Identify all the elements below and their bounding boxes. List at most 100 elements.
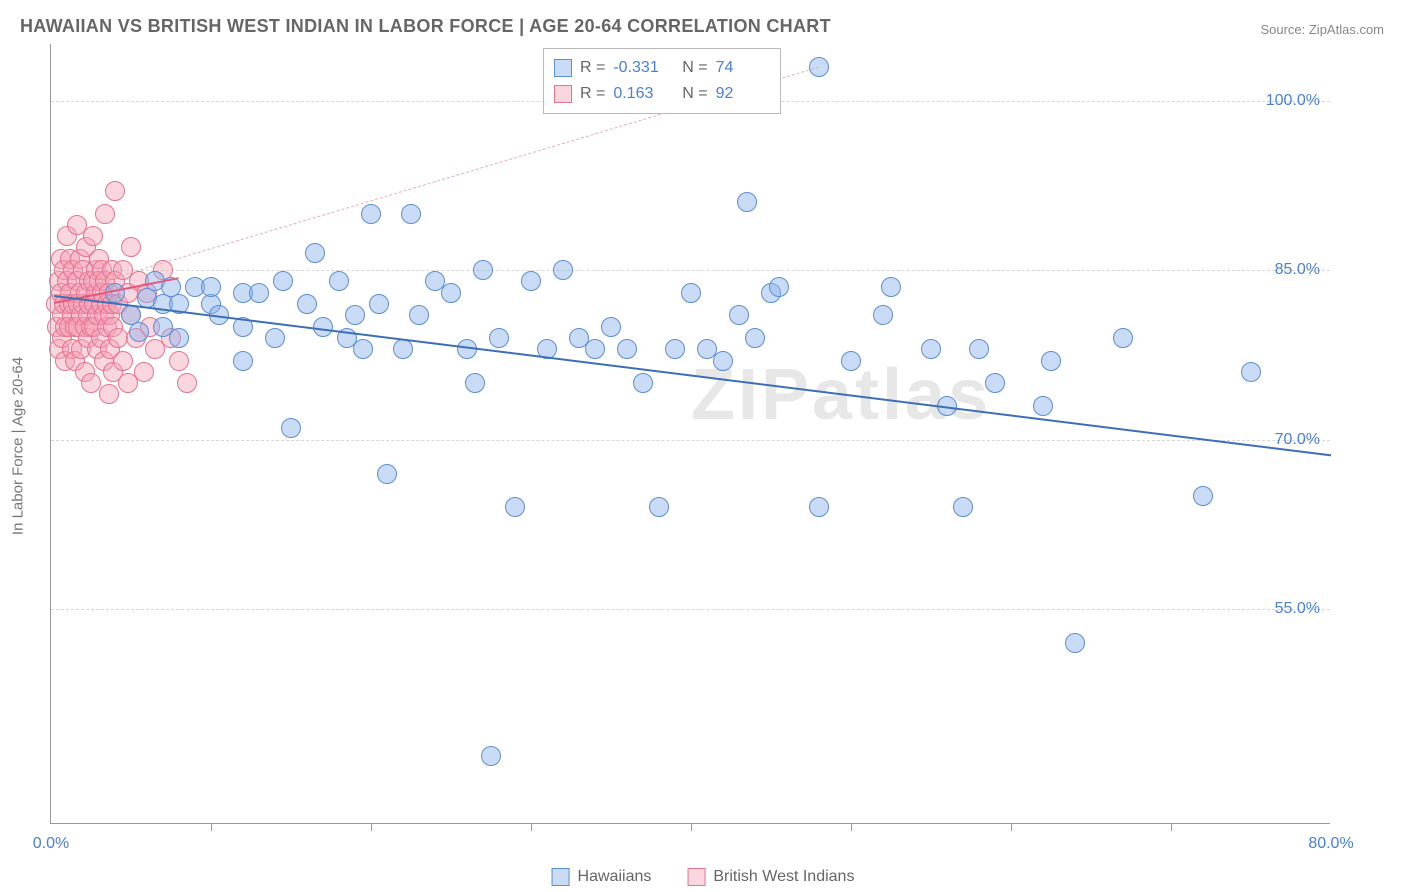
dot-bwi bbox=[83, 226, 103, 246]
dot-bwi bbox=[81, 373, 101, 393]
dot-hawaiians bbox=[129, 322, 149, 342]
stats-r-value: -0.331 bbox=[613, 59, 665, 77]
dot-hawaiians bbox=[313, 317, 333, 337]
xtick-label: 80.0% bbox=[1308, 835, 1353, 853]
dot-hawaiians bbox=[617, 339, 637, 359]
dot-bwi bbox=[105, 181, 125, 201]
dot-hawaiians bbox=[729, 305, 749, 325]
dot-hawaiians bbox=[601, 317, 621, 337]
dot-hawaiians bbox=[201, 277, 221, 297]
xtick bbox=[851, 823, 852, 831]
dot-hawaiians bbox=[665, 339, 685, 359]
swatch-bwi bbox=[687, 868, 705, 886]
dot-hawaiians bbox=[361, 204, 381, 224]
dot-hawaiians bbox=[521, 271, 541, 291]
dot-hawaiians bbox=[489, 328, 509, 348]
dot-hawaiians bbox=[465, 373, 485, 393]
xtick bbox=[531, 823, 532, 831]
dot-hawaiians bbox=[1113, 328, 1133, 348]
ytick-label: 55.0% bbox=[1275, 600, 1320, 618]
legend-label-bwi: British West Indians bbox=[713, 868, 854, 886]
plot-area: ZIPatlas 55.0%70.0%85.0%100.0%0.0%80.0%R… bbox=[50, 44, 1330, 824]
dot-hawaiians bbox=[1065, 633, 1085, 653]
dot-hawaiians bbox=[297, 294, 317, 314]
dot-hawaiians bbox=[393, 339, 413, 359]
dot-hawaiians bbox=[369, 294, 389, 314]
dot-hawaiians bbox=[1041, 351, 1061, 371]
dot-hawaiians bbox=[881, 277, 901, 297]
stats-r-label: R = bbox=[580, 59, 605, 77]
dot-hawaiians bbox=[769, 277, 789, 297]
dot-hawaiians bbox=[985, 373, 1005, 393]
gridline bbox=[51, 440, 1330, 441]
dot-hawaiians bbox=[441, 283, 461, 303]
stats-row: R = 0.163 N = 92 bbox=[554, 81, 768, 107]
dot-hawaiians bbox=[169, 328, 189, 348]
dot-hawaiians bbox=[873, 305, 893, 325]
dot-hawaiians bbox=[585, 339, 605, 359]
dot-bwi bbox=[95, 204, 115, 224]
stats-r-value: 0.163 bbox=[613, 85, 665, 103]
chart-title: HAWAIIAN VS BRITISH WEST INDIAN IN LABOR… bbox=[20, 16, 831, 37]
dot-hawaiians bbox=[377, 464, 397, 484]
dot-bwi bbox=[99, 384, 119, 404]
xtick bbox=[1171, 823, 1172, 831]
dot-hawaiians bbox=[401, 204, 421, 224]
dot-hawaiians bbox=[1193, 486, 1213, 506]
dot-bwi bbox=[169, 351, 189, 371]
dot-hawaiians bbox=[681, 283, 701, 303]
legend-item-bwi: British West Indians bbox=[687, 868, 854, 886]
dot-hawaiians bbox=[249, 283, 269, 303]
stats-swatch bbox=[554, 85, 572, 103]
stats-n-value: 74 bbox=[716, 59, 768, 77]
dot-hawaiians bbox=[1033, 396, 1053, 416]
dot-hawaiians bbox=[921, 339, 941, 359]
stats-n-label: N = bbox=[673, 85, 707, 103]
dot-hawaiians bbox=[473, 260, 493, 280]
stats-n-label: N = bbox=[673, 59, 707, 77]
stats-box: R = -0.331 N = 74R = 0.163 N = 92 bbox=[543, 48, 781, 114]
source-label: Source: ZipAtlas.com bbox=[1260, 22, 1384, 37]
y-axis-label: In Labor Force | Age 20-64 bbox=[10, 357, 27, 535]
dot-hawaiians bbox=[265, 328, 285, 348]
xtick bbox=[371, 823, 372, 831]
dot-bwi bbox=[134, 362, 154, 382]
xtick bbox=[1011, 823, 1012, 831]
gridline bbox=[51, 609, 1330, 610]
dot-hawaiians bbox=[969, 339, 989, 359]
stats-r-label: R = bbox=[580, 85, 605, 103]
dot-hawaiians bbox=[809, 57, 829, 77]
dot-hawaiians bbox=[353, 339, 373, 359]
dot-hawaiians bbox=[273, 271, 293, 291]
stats-row: R = -0.331 N = 74 bbox=[554, 55, 768, 81]
legend-label-hawaiians: Hawaiians bbox=[578, 868, 652, 886]
chart-container: HAWAIIAN VS BRITISH WEST INDIAN IN LABOR… bbox=[0, 0, 1406, 892]
xtick bbox=[211, 823, 212, 831]
stats-swatch bbox=[554, 59, 572, 77]
ytick-label: 85.0% bbox=[1275, 261, 1320, 279]
dot-hawaiians bbox=[745, 328, 765, 348]
legend-item-hawaiians: Hawaiians bbox=[552, 868, 652, 886]
dot-hawaiians bbox=[281, 418, 301, 438]
swatch-hawaiians bbox=[552, 868, 570, 886]
dot-hawaiians bbox=[841, 351, 861, 371]
dot-hawaiians bbox=[649, 497, 669, 517]
dot-hawaiians bbox=[233, 351, 253, 371]
gridline bbox=[51, 270, 1330, 271]
dot-hawaiians bbox=[481, 746, 501, 766]
dot-bwi bbox=[113, 351, 133, 371]
ytick-label: 100.0% bbox=[1266, 92, 1320, 110]
stats-n-value: 92 bbox=[716, 85, 768, 103]
xtick bbox=[691, 823, 692, 831]
ytick-label: 70.0% bbox=[1275, 431, 1320, 449]
legend-bottom: Hawaiians British West Indians bbox=[552, 868, 855, 886]
dot-hawaiians bbox=[329, 271, 349, 291]
dot-hawaiians bbox=[809, 497, 829, 517]
dot-hawaiians bbox=[345, 305, 365, 325]
dot-bwi bbox=[121, 237, 141, 257]
dot-hawaiians bbox=[305, 243, 325, 263]
dot-hawaiians bbox=[409, 305, 429, 325]
dot-hawaiians bbox=[633, 373, 653, 393]
xtick-label: 0.0% bbox=[33, 835, 69, 853]
dot-hawaiians bbox=[713, 351, 733, 371]
